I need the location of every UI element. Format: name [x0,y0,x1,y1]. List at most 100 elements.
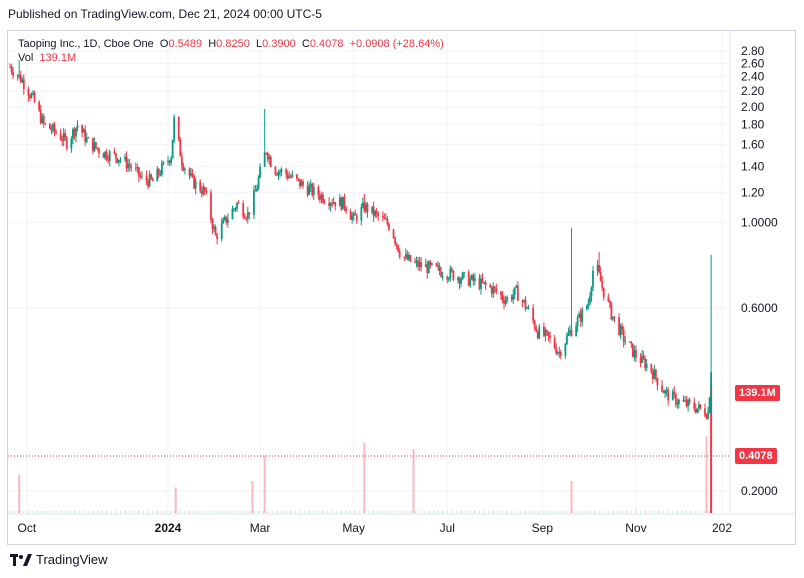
candle-body [18,74,21,77]
volume-bar-small [640,511,642,513]
candle-body [484,282,487,286]
candle-body [27,89,30,97]
candle [592,266,594,292]
price-tick-label: 0.2000 [741,484,778,498]
candle [630,340,633,348]
volume-bars [9,385,713,513]
candle-body [150,174,153,179]
time-tick-label: 2024 [155,521,182,535]
volume-bar-small [442,511,444,513]
volume-bar-small [193,511,195,513]
volume-bar-small [653,511,655,513]
candle [76,120,79,132]
candle [490,285,493,298]
candle-body [177,116,180,140]
candle-body [308,186,311,195]
candle [622,326,625,348]
candle-body [480,278,482,289]
candle [417,256,419,271]
candle-body [587,303,590,306]
candle [167,155,169,166]
candle-body [130,165,133,168]
candle-body [532,307,535,321]
candle-body [619,325,622,336]
candle [547,331,550,342]
candle-body [463,272,466,274]
candle [372,201,375,222]
candle-body [667,389,670,401]
volume-bar [18,474,21,513]
volume-bar-small [529,511,531,513]
candle [157,168,160,179]
volume-bar-small [354,511,356,513]
footer-brand[interactable]: TradingView [10,552,108,567]
volume-bar-small [285,511,287,513]
candle [409,254,412,263]
candle-body [119,159,122,161]
candle-body [323,202,326,204]
candle [124,153,126,162]
candle [128,158,131,172]
candle [546,329,548,337]
candle [70,136,73,153]
candle-body [478,278,481,289]
candle-body [134,167,137,169]
candle-body [567,332,570,336]
candle [266,151,269,163]
candle-body [322,194,324,203]
candle-body [183,168,186,171]
volume-bar-small [92,511,94,513]
candle [624,335,627,345]
volume-bar-small [124,511,126,513]
volume-bar-small [483,511,485,513]
candle-body [179,139,182,157]
candle-body [685,400,688,407]
candle-body [76,125,79,128]
candle-body [338,197,341,207]
candle [59,128,62,141]
candle [705,413,708,420]
candle-body [585,305,588,310]
candle [297,178,300,182]
candle-body [470,275,473,280]
candle [581,307,584,327]
candle-body [467,272,470,286]
volume-bar-small [69,511,71,513]
candle-body [589,296,591,304]
candle-body [435,263,438,267]
candle [684,395,686,403]
candle-body [641,355,643,363]
candle-body [306,185,309,195]
candle [667,387,670,406]
candle-body [19,74,22,83]
candle-body [630,342,633,344]
volume-bar-small [575,511,577,513]
legend-symbol: Taoping Inc., 1D, Cboe One [18,38,154,50]
candle [345,205,347,215]
volume-bar [570,481,573,513]
candle [424,258,427,268]
candle [170,156,172,166]
candle-body [52,124,54,131]
candle [381,211,384,222]
candle [328,197,331,210]
candle [446,275,449,284]
candle-body [102,153,105,158]
volume-bar [705,436,708,513]
volume-bar-small [189,511,190,513]
candle-body [245,218,248,220]
candle [650,363,653,375]
candle [254,184,257,192]
candle-body [170,158,172,163]
candle-body [493,286,496,289]
candle [33,90,36,103]
candle-body [527,307,530,309]
candle-body [81,125,84,133]
candle [242,200,245,220]
candle [102,152,105,158]
candle-body [33,92,36,103]
candle [320,192,323,204]
volume-bar-small [262,511,264,513]
volume-bar-small [584,511,586,513]
